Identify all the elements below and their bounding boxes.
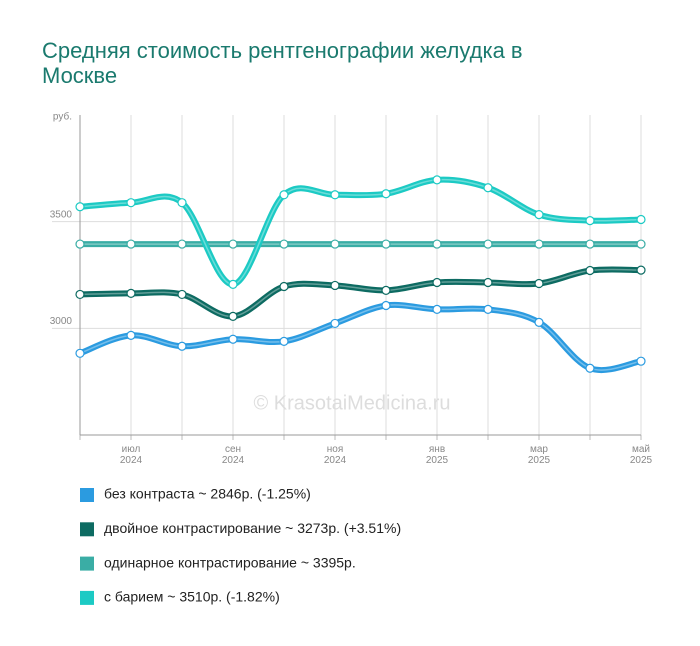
point [381,239,391,249]
point [585,363,595,373]
point [534,239,544,249]
point [126,198,136,208]
legend-label: двойное контрастирование ~ 3273р. (+3.51… [104,520,401,536]
point [636,356,646,366]
point [228,334,238,344]
chart-title: Средняя стоимость рентгенографии желудка… [42,38,523,88]
legend-swatch [80,522,94,537]
point [75,348,85,358]
point [432,277,442,288]
point [381,300,391,311]
point [636,265,646,275]
point [126,239,136,249]
x-tick-label: мар 2025 [528,444,551,466]
point [432,175,442,185]
point [75,239,85,249]
legend-swatch [80,488,94,502]
point [483,239,493,249]
x-tick-label: июл 2024 [120,444,143,466]
point [483,277,493,288]
point [585,265,595,276]
legend-label: с барием ~ 3510р. (-1.82%) [104,589,280,605]
point [279,336,289,346]
point [228,311,238,321]
point [432,239,442,249]
point [177,341,187,351]
point [330,318,340,329]
legend-label: без контраста ~ 2846р. (-1.25%) [104,486,311,502]
point [75,289,85,300]
x-tick-label: сен 2024 [222,444,245,466]
point [279,239,289,249]
point [381,189,391,199]
point [177,289,187,300]
x-tick-label: ноя 2024 [324,444,347,466]
point [636,214,646,225]
watermark: © KrasotaiMedicina.ru [253,392,450,414]
point [177,198,187,208]
legend-swatch [80,556,94,571]
point [75,202,85,212]
point [126,330,136,340]
point [585,239,595,249]
point [126,288,136,298]
point [330,239,340,249]
point [636,239,646,249]
point [483,183,493,193]
point [483,304,493,314]
point [279,281,289,292]
point [330,190,340,200]
point [585,216,595,226]
point [534,278,544,289]
x-tick-label: май 2025 [630,444,653,466]
point [228,239,238,249]
point [177,239,187,249]
legend-swatch [80,590,94,605]
point [279,190,289,200]
point [534,210,544,220]
point [228,279,238,289]
point [330,280,340,291]
point [534,317,544,327]
legend-label: одинарное контрастирование ~ 3395р. [104,554,356,570]
x-tick-label: янв 2025 [426,444,449,466]
y-tick-label: 3500 [50,209,73,220]
y-axis-label: руб. [53,111,72,123]
point [381,285,391,295]
point [432,304,442,314]
y-tick-label: 3000 [50,316,73,327]
